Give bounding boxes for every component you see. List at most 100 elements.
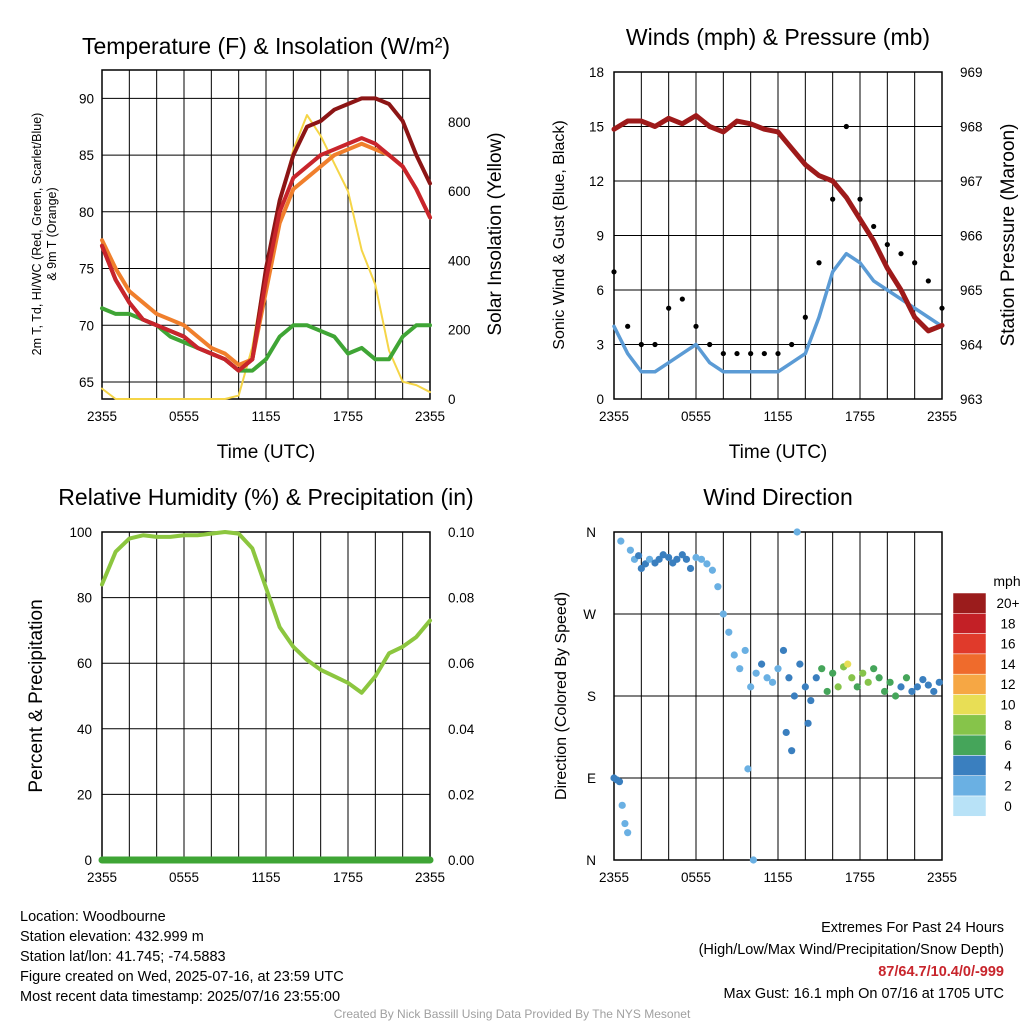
gust-point: [925, 278, 931, 284]
direction-point: [621, 819, 629, 828]
y-tick-label-left: 100: [69, 525, 92, 540]
gust-point: [638, 341, 644, 348]
direction-point: [725, 628, 733, 636]
legend-label: 0: [1004, 799, 1012, 814]
y-tick-label-right: 600: [448, 184, 471, 199]
legend-swatch: [952, 734, 987, 756]
direction-point: [881, 687, 889, 696]
direction-point: [774, 665, 782, 673]
temperature-series: [100, 96, 432, 400]
y-tick-label-left: 12: [589, 174, 604, 189]
gust-point: [871, 223, 877, 230]
y-tick-label-right: 800: [448, 115, 471, 130]
temperature-ylabel-left-2: & 9m T (Orange): [45, 187, 59, 280]
direction-point: [864, 678, 872, 686]
direction-point: [902, 674, 911, 682]
gust-point: [816, 260, 822, 266]
direction-point: [768, 678, 777, 686]
x-tick-label: 1755: [845, 409, 875, 424]
gust-point: [734, 350, 740, 357]
humidity-series: [98, 530, 434, 864]
temperature-ylabel-right: Solar Insolation (Yellow): [485, 132, 506, 335]
x-tick-label: 1155: [251, 409, 280, 424]
winds-series: [611, 113, 945, 374]
y-tick-label-right: 968: [960, 120, 983, 135]
direction-point: [615, 778, 624, 786]
x-tick-label: 2355: [87, 870, 117, 885]
direction-point: [758, 660, 766, 668]
legend-label: 14: [1000, 657, 1016, 672]
station-latlon: Station lat/lon: 41.745; -74.5883: [20, 949, 226, 965]
temperature-grid: [102, 70, 430, 399]
gust-point: [625, 323, 631, 329]
gust-point: [912, 260, 918, 266]
direction-point: [617, 537, 625, 545]
station-info: Location: Woodbourne Station elevation: …: [20, 907, 344, 1007]
wind-line: [612, 251, 944, 374]
x-tick-label: 2355: [599, 409, 629, 424]
y-tick-label-left: N: [586, 853, 596, 868]
direction-point: [788, 747, 796, 755]
humidity-grid: [102, 531, 430, 861]
direction-point: [913, 683, 922, 691]
direction-point: [779, 646, 788, 655]
x-tick-label: 2355: [927, 409, 957, 424]
y-tick-label-right: 969: [960, 65, 983, 80]
figure-created: Figure created on Wed, 2025-07-16, at 23…: [20, 969, 344, 985]
direction-point: [659, 551, 667, 559]
gust-point: [789, 341, 795, 348]
x-tick-label: 1155: [251, 870, 280, 885]
pressure-line: [611, 113, 945, 334]
x-tick-label: 0555: [169, 870, 199, 885]
y-tick-label-left: 80: [77, 591, 92, 606]
legend-label: 20+: [997, 596, 1020, 611]
y-tick-label-right: 0.04: [448, 722, 475, 737]
direction-point: [801, 683, 809, 691]
x-tick-label: 2355: [87, 409, 117, 424]
direction-point: [804, 719, 812, 727]
direction-point: [752, 669, 760, 677]
y-tick-label-left: 9: [596, 229, 604, 244]
humidity-tick-labels: 2355 0555 1155 1755 2355 0 20 40 60 80 100 0.00 0.02…: [69, 525, 474, 885]
speed-color-legend: mph 20+ 18 16 14 12 10 8 6 4 2 0: [952, 573, 1021, 817]
gust-point: [666, 305, 672, 311]
y-tick-label-left: 15: [589, 120, 604, 135]
x-tick-label: 1755: [333, 870, 363, 885]
winds-xlabel: Time (UTC): [729, 442, 828, 463]
y-tick-label-left: N: [586, 525, 596, 540]
gust-point: [898, 251, 904, 257]
x-tick-label: 1755: [333, 409, 363, 424]
x-tick-label: 1155: [763, 409, 792, 424]
direction-point: [741, 646, 749, 655]
gust-point: [707, 341, 713, 348]
gust-point: [611, 269, 617, 275]
gust-point: [884, 241, 890, 248]
direction-point: [935, 678, 943, 686]
x-tick-label: 0555: [169, 409, 199, 424]
direction-point: [665, 553, 673, 562]
direction-point: [807, 696, 815, 705]
winds-ylabel-right: Station Pressure (Maroon): [998, 124, 1019, 347]
legend-swatch: [952, 694, 987, 716]
humidity-title: Relative Humidity (%) & Precipitation (i…: [58, 484, 473, 510]
direction-point: [714, 583, 722, 591]
legend-label: 10: [1000, 698, 1015, 713]
direction-point: [796, 660, 804, 668]
direction-point: [697, 555, 706, 563]
humidity-line: [100, 530, 432, 695]
legend-unit: mph: [993, 573, 1020, 589]
y-tick-label-right: 965: [960, 283, 983, 298]
gust-point: [939, 305, 945, 311]
y-tick-label-right: 0.06: [448, 656, 474, 671]
gust-point: [830, 196, 836, 202]
direction-point: [736, 665, 744, 673]
y-tick-label-left: S: [587, 689, 596, 704]
direction-point: [793, 528, 801, 536]
x-tick-label: 0555: [681, 409, 711, 424]
y-tick-label-right: 0.00: [448, 853, 474, 868]
legend-label: 12: [1000, 677, 1015, 692]
winds-ylabel-left: Sonic Wind & Gust (Blue, Black): [551, 120, 568, 349]
station-location: Location: Woodbourne: [20, 909, 166, 925]
direction-point: [730, 651, 738, 659]
winds-tick-labels: 2355 0555 1155 1755 2355 0 3 6 9 12 15 18 963 964 965 9…: [589, 65, 983, 424]
